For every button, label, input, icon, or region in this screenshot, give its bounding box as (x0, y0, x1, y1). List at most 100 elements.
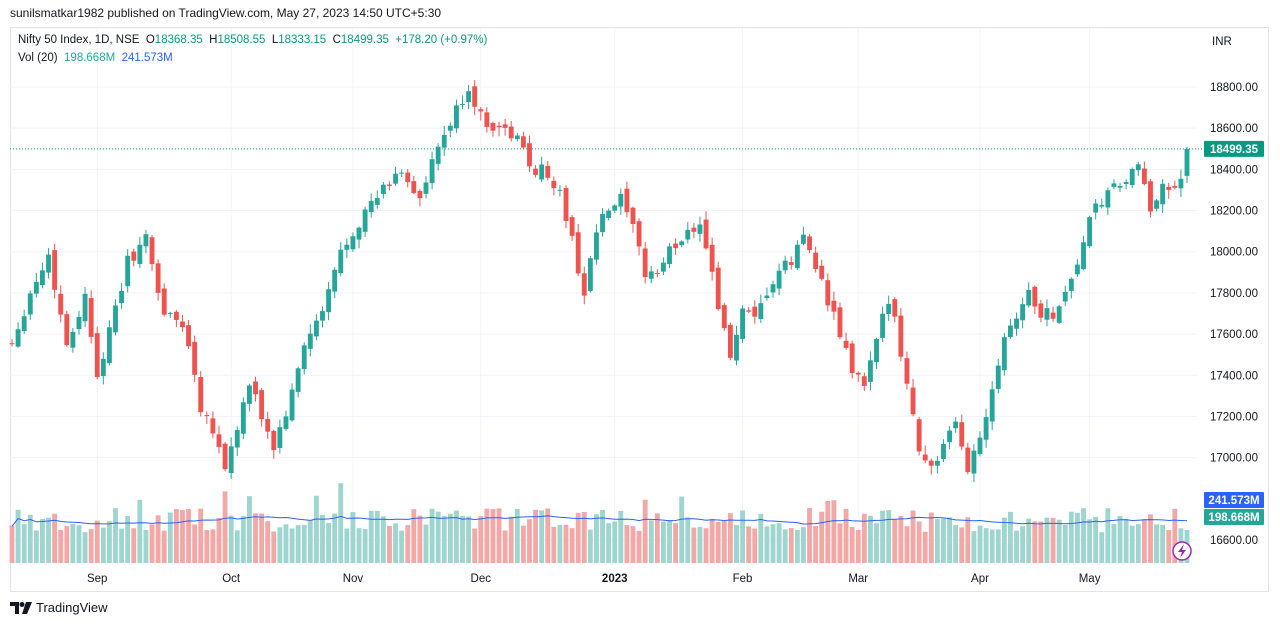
candle-body (904, 358, 910, 384)
volume-tag-bg (1204, 509, 1264, 525)
volume-bar (636, 530, 642, 563)
volume-bar (508, 516, 514, 563)
volume-bar (734, 525, 739, 563)
volume-bar (770, 524, 776, 563)
volume-bar (52, 513, 58, 563)
volume-bar (277, 527, 283, 563)
volume-bar (198, 508, 204, 563)
volume-bar (113, 508, 118, 563)
volume-bar (387, 525, 392, 563)
volume-bar (594, 514, 599, 563)
candle-body (1093, 203, 1099, 213)
volume-bar (313, 495, 319, 563)
candle-body (502, 124, 508, 128)
time-tick-label: Sep (87, 573, 107, 585)
candle-body (612, 205, 618, 211)
candle-body (855, 372, 861, 375)
volume-bar (1008, 511, 1013, 563)
candle-body (1141, 168, 1147, 185)
candle-body (313, 320, 319, 337)
volume-bar (1068, 511, 1074, 563)
candle-body (344, 244, 350, 250)
volume-bar (332, 513, 338, 563)
volume-bar (618, 510, 624, 563)
candle-body (368, 201, 374, 213)
volume-bar (581, 511, 587, 563)
volume-bar (691, 527, 697, 563)
candle-body (58, 293, 64, 315)
candle-body (106, 327, 112, 363)
tradingview-brand: TradingView (36, 600, 108, 615)
grid (10, 28, 1197, 563)
volume-bar (186, 509, 191, 563)
time-tick-label: Feb (733, 573, 753, 585)
volume-bar (1172, 508, 1178, 563)
volume-bar (1026, 518, 1032, 563)
open-value: 18368.35 (154, 34, 203, 46)
volume-bar (557, 524, 563, 563)
volume-bar (855, 529, 861, 563)
candle-body (435, 146, 441, 164)
high-label: H (209, 34, 218, 46)
time-tick-label: 2023 (602, 573, 628, 585)
candle-body (15, 329, 21, 347)
footer[interactable]: TradingView (10, 600, 108, 615)
candle-body (88, 298, 94, 337)
candle-body (697, 224, 703, 234)
volume-bar (831, 500, 837, 563)
volume-bar (965, 517, 971, 563)
volume-bar (983, 528, 989, 563)
volume-bar (819, 511, 825, 563)
volume-bar (1074, 512, 1080, 563)
candle-body (843, 340, 849, 349)
volume-bar (1148, 514, 1153, 563)
candle-body (9, 343, 15, 345)
volume-bar (569, 528, 575, 563)
price-tick-label: 17800.00 (1210, 288, 1258, 300)
chart-frame[interactable] (10, 27, 1269, 592)
volume-bar (149, 524, 155, 563)
volume-bar (624, 525, 630, 563)
volume-bar (423, 524, 429, 563)
candle-body (295, 368, 301, 392)
volume-bar (247, 496, 252, 563)
candle-body (679, 241, 685, 246)
candle-body (247, 385, 252, 404)
volume-bar (539, 510, 545, 563)
candle-body (831, 300, 837, 312)
candle-body (1026, 290, 1032, 306)
volume-bar (1087, 519, 1093, 563)
candle-body (210, 418, 216, 434)
candle-body (819, 265, 825, 279)
candle-body (76, 316, 82, 330)
price-tick-label: 17600.00 (1210, 329, 1258, 341)
candle-body (441, 134, 447, 148)
candle-body (216, 434, 222, 447)
candle-body (520, 136, 526, 148)
volume-bar (892, 519, 898, 563)
candle-body (569, 217, 575, 236)
candle-body (508, 126, 514, 139)
volume-bar (740, 510, 746, 563)
candle-body (94, 333, 100, 378)
candle-body (100, 358, 106, 377)
volume-bar (648, 520, 654, 563)
volume-bar (15, 509, 21, 563)
volume-bar (642, 499, 648, 563)
volume-bar (411, 509, 417, 563)
volume-bar (441, 516, 447, 563)
candle-body (527, 143, 532, 167)
volume-bar (825, 501, 831, 563)
volume-bar (33, 530, 39, 563)
last-price-tag: 18499.35 (1210, 144, 1259, 156)
volume-bar (338, 483, 344, 563)
volume-bar (697, 526, 703, 563)
candle-body (575, 232, 581, 274)
volume-bar (721, 520, 727, 563)
candle-body (1087, 217, 1093, 247)
volume-bar (715, 521, 721, 563)
volume-bar (660, 521, 666, 563)
candle-body (953, 421, 959, 429)
volume-bar (64, 526, 70, 563)
